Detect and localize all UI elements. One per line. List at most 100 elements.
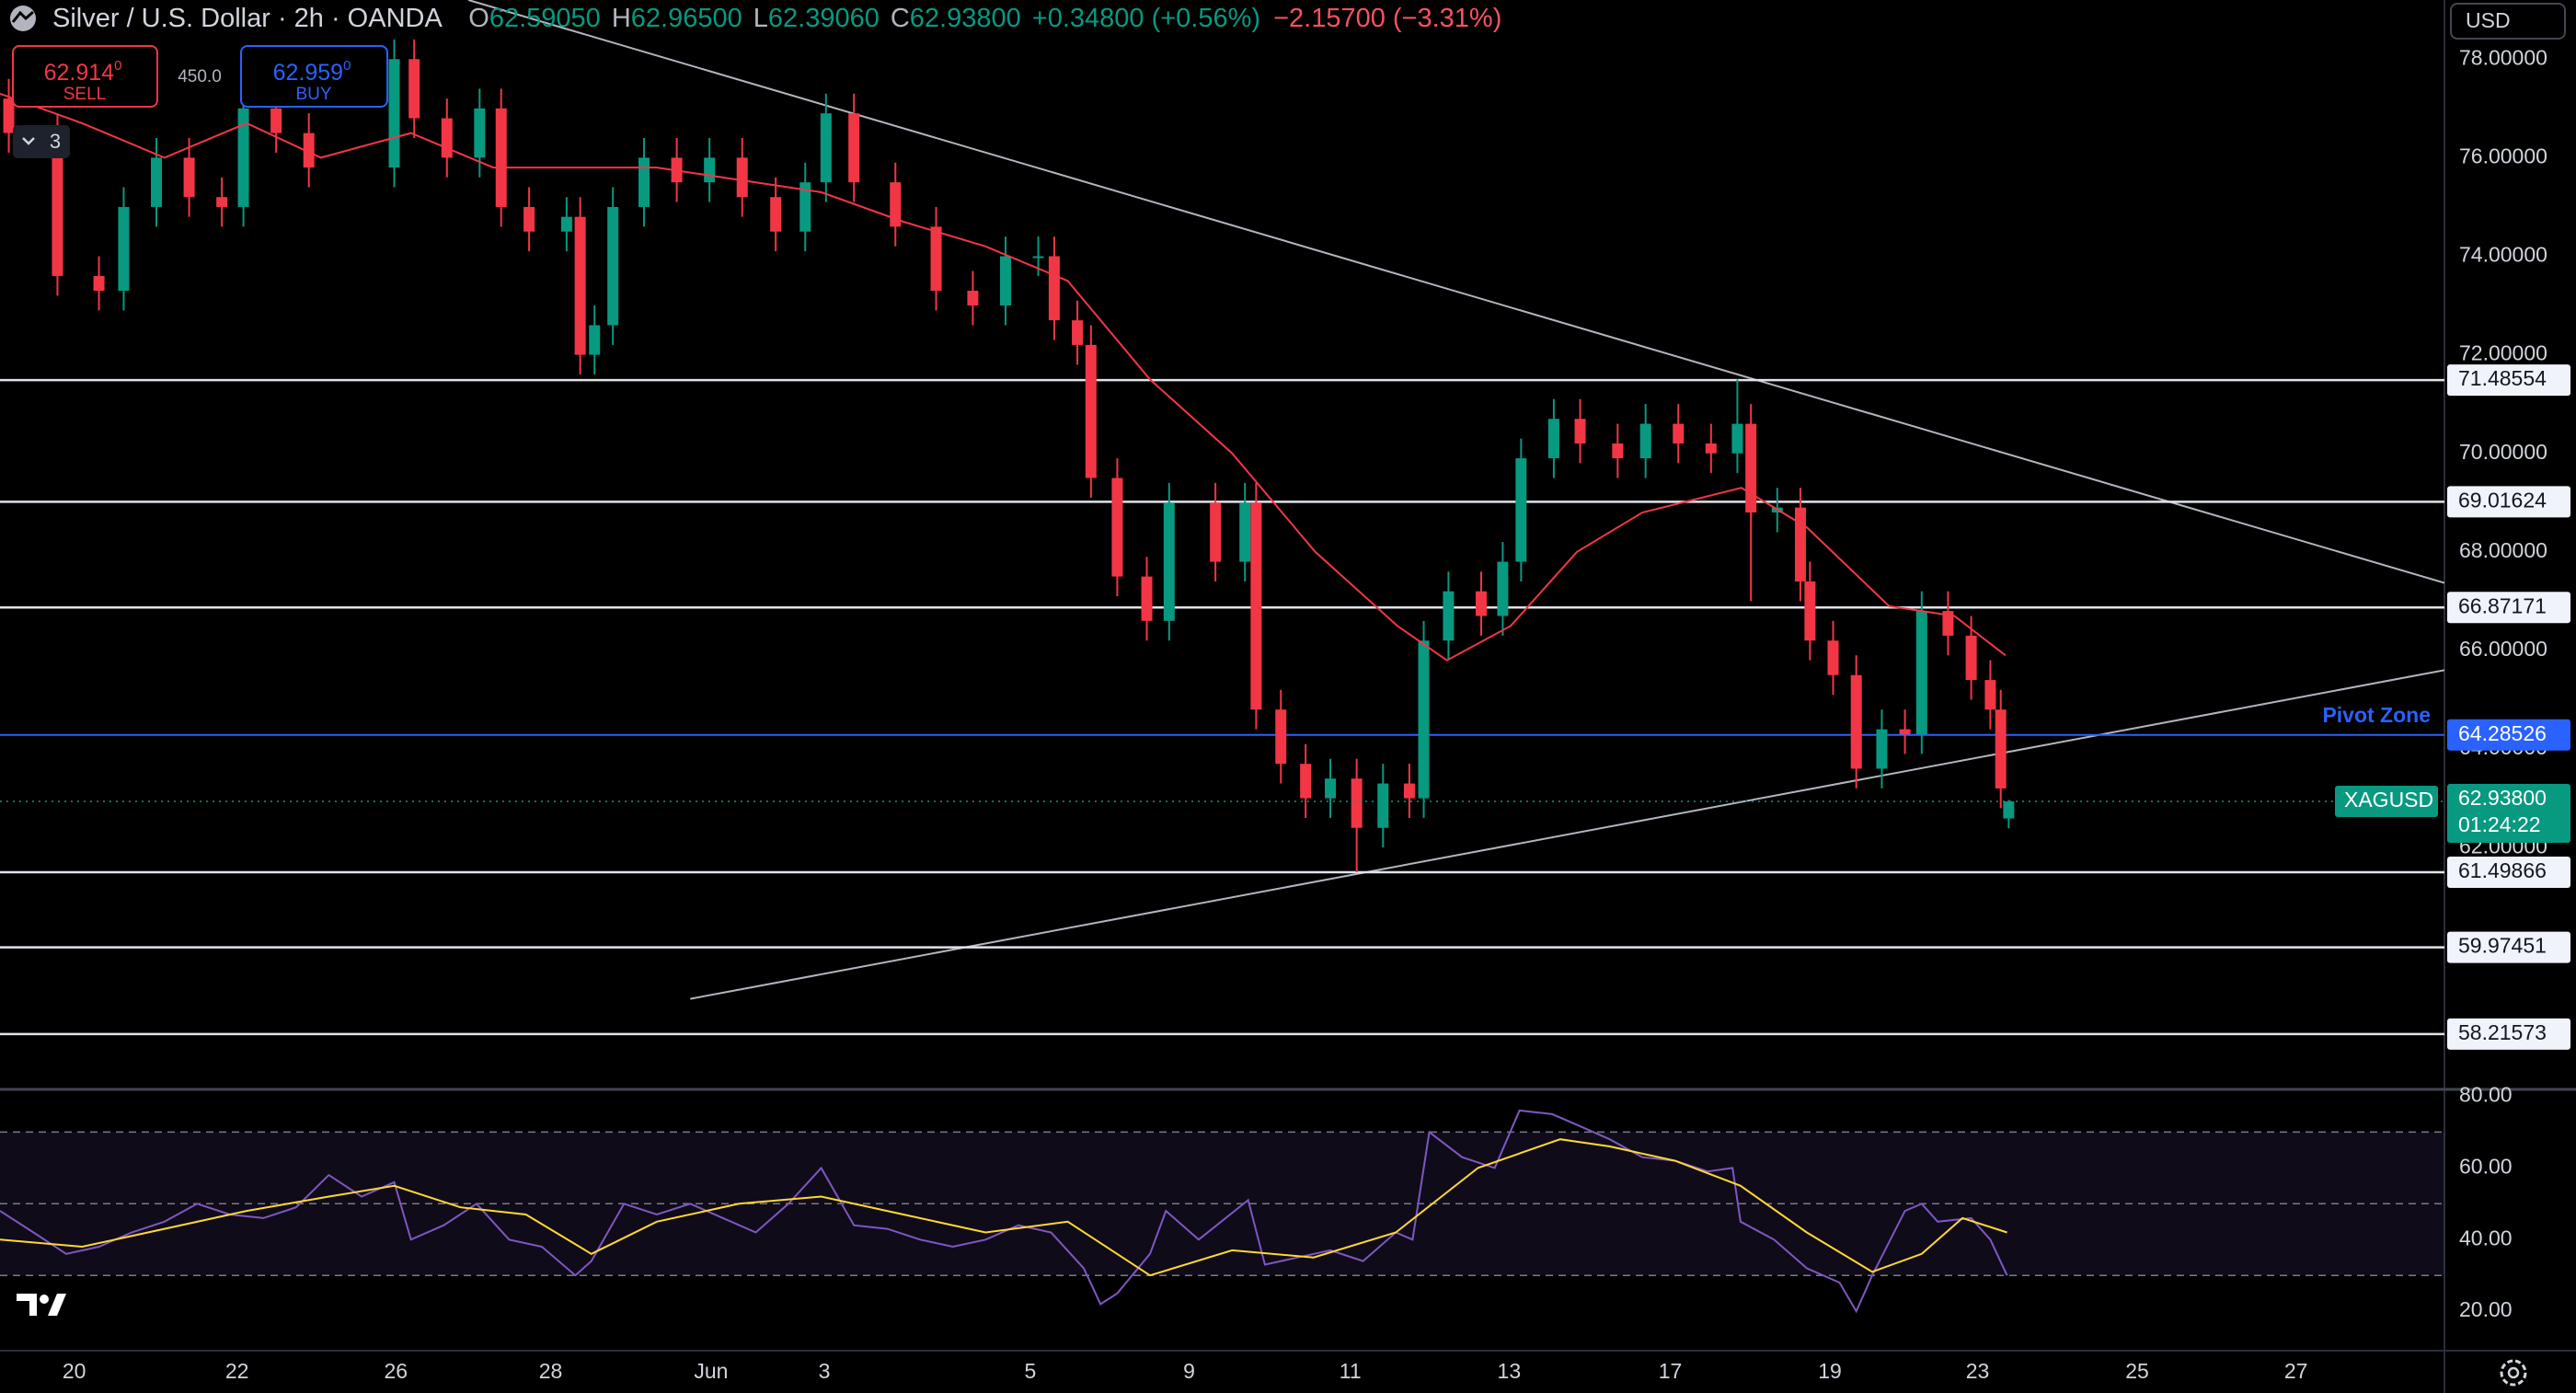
- candle-body: [237, 108, 249, 207]
- candle-body: [1673, 423, 1685, 444]
- pivot-label-box: [2447, 719, 2570, 751]
- candle-body: [523, 206, 535, 232]
- candle-body: [1612, 443, 1624, 459]
- candle-body: [848, 113, 860, 183]
- candle-body: [474, 108, 486, 158]
- moving-average: [0, 92, 2007, 662]
- tradingview-logo: [17, 1294, 66, 1316]
- time-tick-label: 11: [1340, 1359, 1362, 1383]
- rsi-tick-label: 60.00: [2459, 1154, 2513, 1178]
- candle-body: [1915, 611, 1927, 734]
- candle-body: [1705, 443, 1717, 454]
- trendline: [467, 0, 2444, 584]
- price-tick-label: 78.00000: [2459, 45, 2547, 69]
- candle-body: [1850, 674, 1862, 769]
- candle-body: [736, 157, 748, 198]
- level-label-box: [2447, 857, 2570, 889]
- quote-change: +0.34800 (+0.56%): [1032, 4, 1260, 33]
- currency-button[interactable]: USD: [2450, 3, 2566, 40]
- candle-body: [1475, 591, 1487, 616]
- pivot-label: Pivot Zone: [2322, 703, 2431, 727]
- quote-value: 62.59050: [489, 4, 601, 33]
- time-tick-label: 13: [1498, 1359, 1522, 1383]
- candle-body: [3, 98, 15, 133]
- rsi-tick-label: 40.00: [2459, 1226, 2513, 1249]
- candle-body: [2003, 800, 2015, 819]
- time-tick-label: 3: [819, 1359, 831, 1383]
- rsi-pane: [0, 1109, 2444, 1314]
- candle-body: [704, 157, 716, 183]
- price-tick-label: 70.00000: [2459, 440, 2547, 464]
- time-tick-label: 23: [1966, 1359, 1990, 1383]
- level-label: 69.01624: [2458, 488, 2547, 512]
- level-label-box: [2447, 364, 2570, 397]
- candle-body: [1111, 478, 1123, 577]
- rsi-tick-label: 20.00: [2459, 1297, 2513, 1321]
- last-price-box: [2447, 783, 2570, 843]
- candle-body: [1275, 709, 1287, 765]
- buy-label: BUY: [295, 85, 331, 104]
- level-label-box: [2447, 486, 2570, 518]
- price-tick-label: 76.00000: [2459, 144, 2547, 167]
- candle-body: [607, 206, 619, 326]
- candle-body: [408, 59, 420, 119]
- bar-countdown: 01:24:22: [2458, 812, 2541, 836]
- time-tick-label: 25: [2125, 1359, 2149, 1383]
- candle-body: [1418, 640, 1430, 799]
- candle-body: [1745, 423, 1757, 512]
- symbol-title: Silver / U.S. Dollar · 2h · OANDA: [52, 4, 443, 33]
- header-line: Silver / U.S. Dollar · 2h · OANDA O62.59…: [52, 4, 1501, 33]
- candle-body: [1377, 783, 1389, 828]
- candle-body: [495, 108, 507, 207]
- candle-body: [1239, 502, 1251, 562]
- last-price-label: 62.93800: [2458, 786, 2547, 810]
- candle-body: [930, 226, 942, 291]
- candle-body: [118, 206, 130, 291]
- candle-body: [1085, 344, 1097, 478]
- candle-body: [441, 118, 453, 158]
- candle-body: [589, 325, 601, 355]
- buy-price-text: 62.9590: [273, 58, 351, 86]
- candle-body: [1547, 419, 1559, 459]
- time-tick-label: 28: [539, 1359, 563, 1383]
- level-label-box: [2447, 1018, 2570, 1050]
- sell-price-text: 62.9140: [44, 58, 122, 86]
- buy-button[interactable]: 62.9590 BUY: [240, 45, 388, 108]
- candle-body: [1804, 581, 1816, 641]
- candle-body: [890, 182, 902, 227]
- currency: USD: [2466, 8, 2511, 32]
- candle-body: [1250, 502, 1262, 710]
- candle-body: [1163, 502, 1175, 621]
- trendline: [690, 669, 2444, 1000]
- settings-icon[interactable]: [2500, 1359, 2527, 1387]
- candle-body: [1965, 635, 1977, 681]
- buy-price: 62.959: [273, 60, 343, 86]
- candle-body: [1984, 680, 1996, 710]
- candle-body: [52, 132, 63, 276]
- candle-body: [1497, 561, 1509, 616]
- symbol-box: [2335, 785, 2438, 817]
- time-tick-label: 26: [384, 1359, 408, 1383]
- candle-body: [93, 275, 105, 291]
- quote-value: 62.93800: [910, 4, 1021, 33]
- candle-body: [1899, 729, 1911, 734]
- time-tick-label: 27: [2284, 1359, 2308, 1383]
- candle-body: [1072, 320, 1084, 345]
- candle-body: [1325, 778, 1337, 799]
- candle-body: [1141, 576, 1153, 621]
- time-tick-label: 20: [63, 1359, 86, 1383]
- symbol-label: XAGUSD: [2344, 788, 2433, 812]
- candle-body: [303, 132, 315, 168]
- candle-body: [1403, 783, 1415, 799]
- time-tick-label: 19: [1818, 1359, 1842, 1383]
- candle-body: [1210, 502, 1222, 562]
- sell-button[interactable]: 62.9140 SELL: [12, 45, 158, 108]
- sell-price-sup: 0: [114, 58, 121, 74]
- candle-body: [1995, 709, 2007, 789]
- rsi-line: [0, 1138, 2007, 1277]
- layers-toggle[interactable]: 3: [13, 125, 70, 158]
- level-label: 58.21573: [2458, 1020, 2547, 1044]
